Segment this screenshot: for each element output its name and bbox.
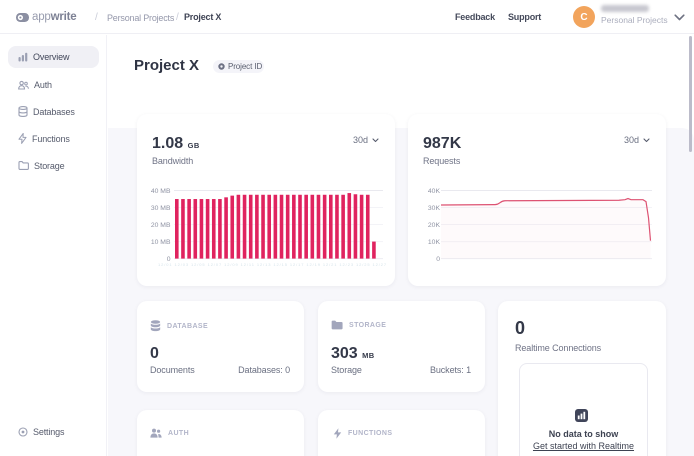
svg-text:20K: 20K [428, 222, 441, 229]
svg-text:40 MB: 40 MB [151, 188, 171, 195]
svg-text:0: 0 [436, 256, 440, 263]
svg-text:30K: 30K [428, 205, 441, 212]
svg-text:40K: 40K [428, 188, 441, 195]
svg-text:30 MB: 30 MB [151, 205, 171, 212]
svg-text:0: 0 [167, 256, 171, 263]
svg-text:10K: 10K [428, 239, 441, 246]
svg-text:20 MB: 20 MB [151, 222, 171, 229]
svg-text:10 MB: 10 MB [151, 239, 171, 246]
